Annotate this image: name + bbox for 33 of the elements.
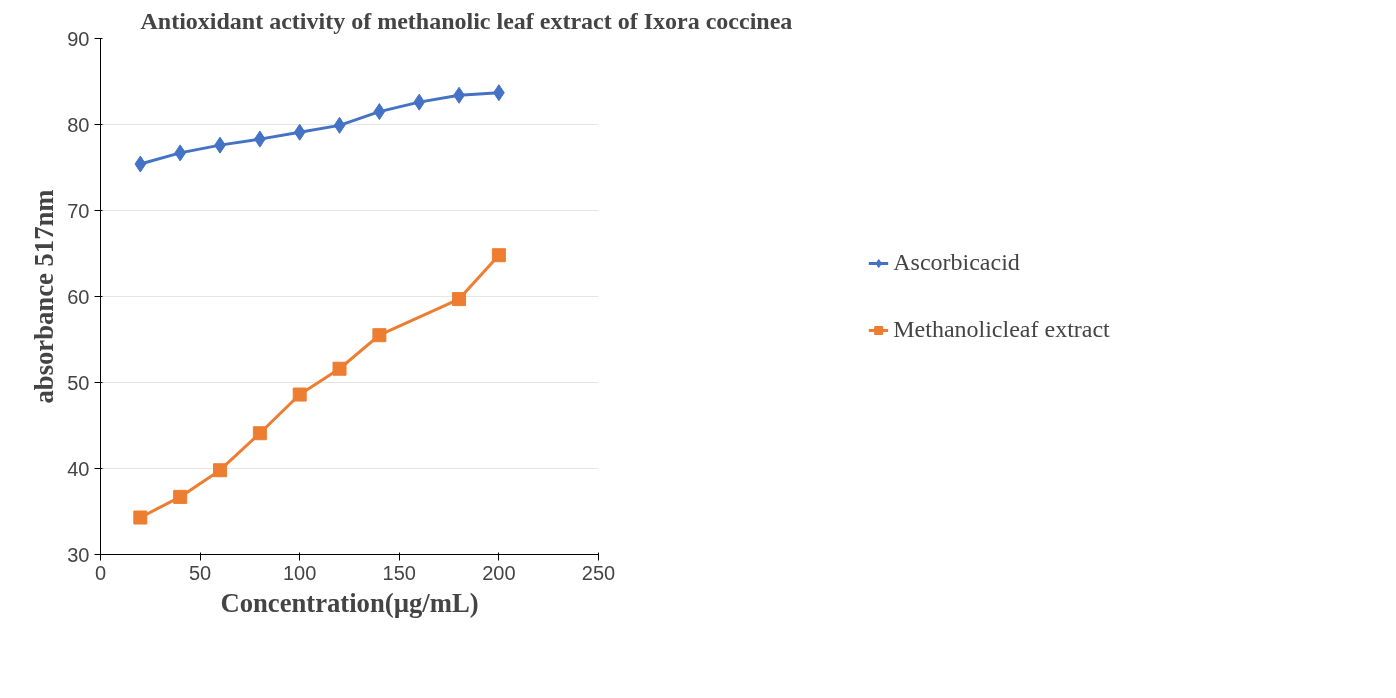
point xyxy=(213,463,228,478)
legend-label: Methanolicleaf extract xyxy=(893,316,1110,343)
x-tick-label: 0 xyxy=(94,561,107,584)
x-tick-label: 200 xyxy=(482,561,516,584)
legend-label: Ascorbicacid xyxy=(893,249,1020,276)
point xyxy=(332,361,347,376)
point xyxy=(452,292,467,307)
point xyxy=(373,103,386,121)
x-tick-label: 100 xyxy=(283,561,317,584)
point xyxy=(293,123,306,141)
y-tick-label: 90 xyxy=(67,27,90,50)
point xyxy=(292,387,307,402)
y-tick-label: 50 xyxy=(67,371,90,394)
point xyxy=(173,489,188,504)
x-tick-label: 250 xyxy=(581,561,616,584)
y-tick-label: 60 xyxy=(67,285,90,308)
point xyxy=(413,93,426,111)
y-tick-label: 70 xyxy=(67,199,90,222)
point xyxy=(252,426,267,441)
y-tick-label: 80 xyxy=(67,113,90,136)
y-tick-label: 30 xyxy=(67,543,90,566)
x-tick-label: 50 xyxy=(188,561,212,584)
point xyxy=(133,510,148,525)
point xyxy=(372,328,387,343)
chart-title: Antioxidant activity of methanolic leaf extract of Ixora coccinea xyxy=(140,7,793,34)
x-axis-title: Concentration(µg/mL) xyxy=(220,587,479,618)
point xyxy=(491,248,506,263)
point xyxy=(134,155,147,173)
point xyxy=(333,116,346,134)
y-axis-title: absorbance 517nm xyxy=(29,189,60,404)
x-tick-label: 150 xyxy=(382,561,416,584)
point xyxy=(174,144,187,162)
y-tick-label: 40 xyxy=(67,457,90,480)
